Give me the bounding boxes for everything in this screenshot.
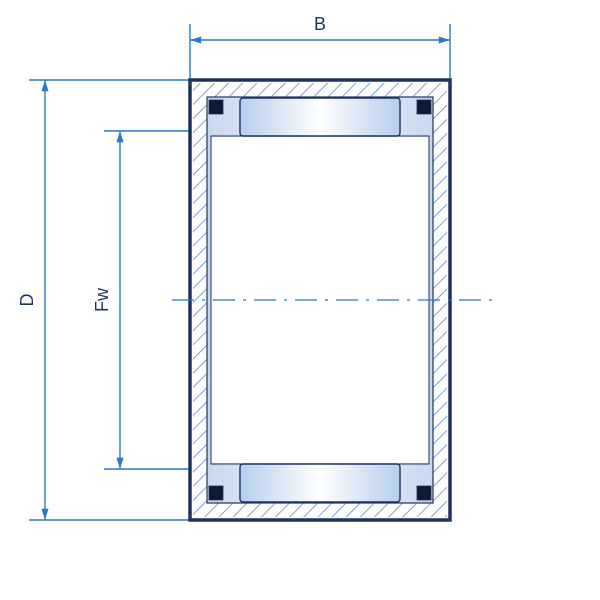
dimension-d-label: D: [17, 294, 37, 307]
roller-top: [240, 98, 400, 136]
cage-block-tr: [417, 100, 431, 114]
dimension-b-label: B: [314, 14, 326, 34]
dimension-fw-label: Fw: [92, 287, 112, 312]
cage-block-tl: [209, 100, 223, 114]
cage-block-br: [417, 486, 431, 500]
roller-bottom: [240, 464, 400, 502]
cage-block-bl: [209, 486, 223, 500]
